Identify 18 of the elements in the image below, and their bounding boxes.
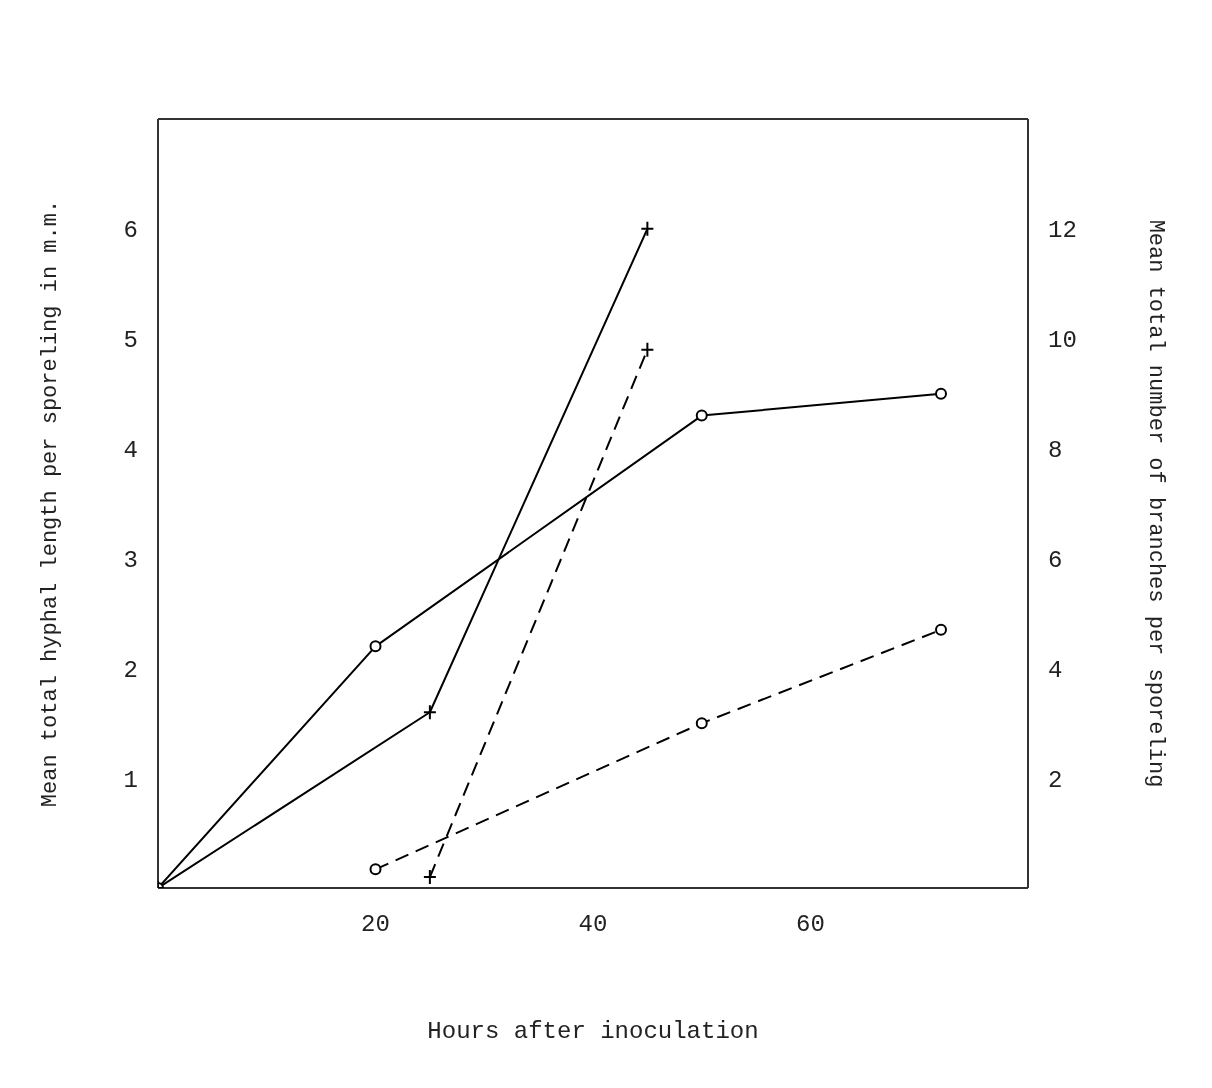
x-tick-label: 20 (361, 911, 390, 939)
y2-tick-label: 2 (1048, 766, 1063, 794)
y2-axis-title: Mean total number of branches per sporeling (1143, 219, 1169, 788)
y-tick-label: 3 (123, 546, 138, 574)
y-tick-label: 4 (123, 437, 138, 465)
y2-tick-label: 6 (1048, 546, 1063, 574)
y2-tick-label: 4 (1048, 656, 1063, 684)
y-tick-label: 6 (123, 217, 138, 245)
y2-tick-label: 12 (1048, 217, 1077, 245)
x-tick-label: 60 (796, 911, 825, 939)
y-tick-label: 2 (123, 656, 138, 684)
x-tick-label: 40 (578, 911, 608, 939)
y-tick-label: 5 (123, 327, 138, 355)
y-tick-label: 1 (123, 766, 138, 794)
x-axis-title: Hours after inoculation (427, 1018, 759, 1045)
y2-tick-label: 8 (1048, 437, 1063, 465)
y2-tick-label: 10 (1048, 327, 1077, 355)
y-axis-title: Mean total hyphal length per sporeling in m.m. (37, 199, 63, 808)
